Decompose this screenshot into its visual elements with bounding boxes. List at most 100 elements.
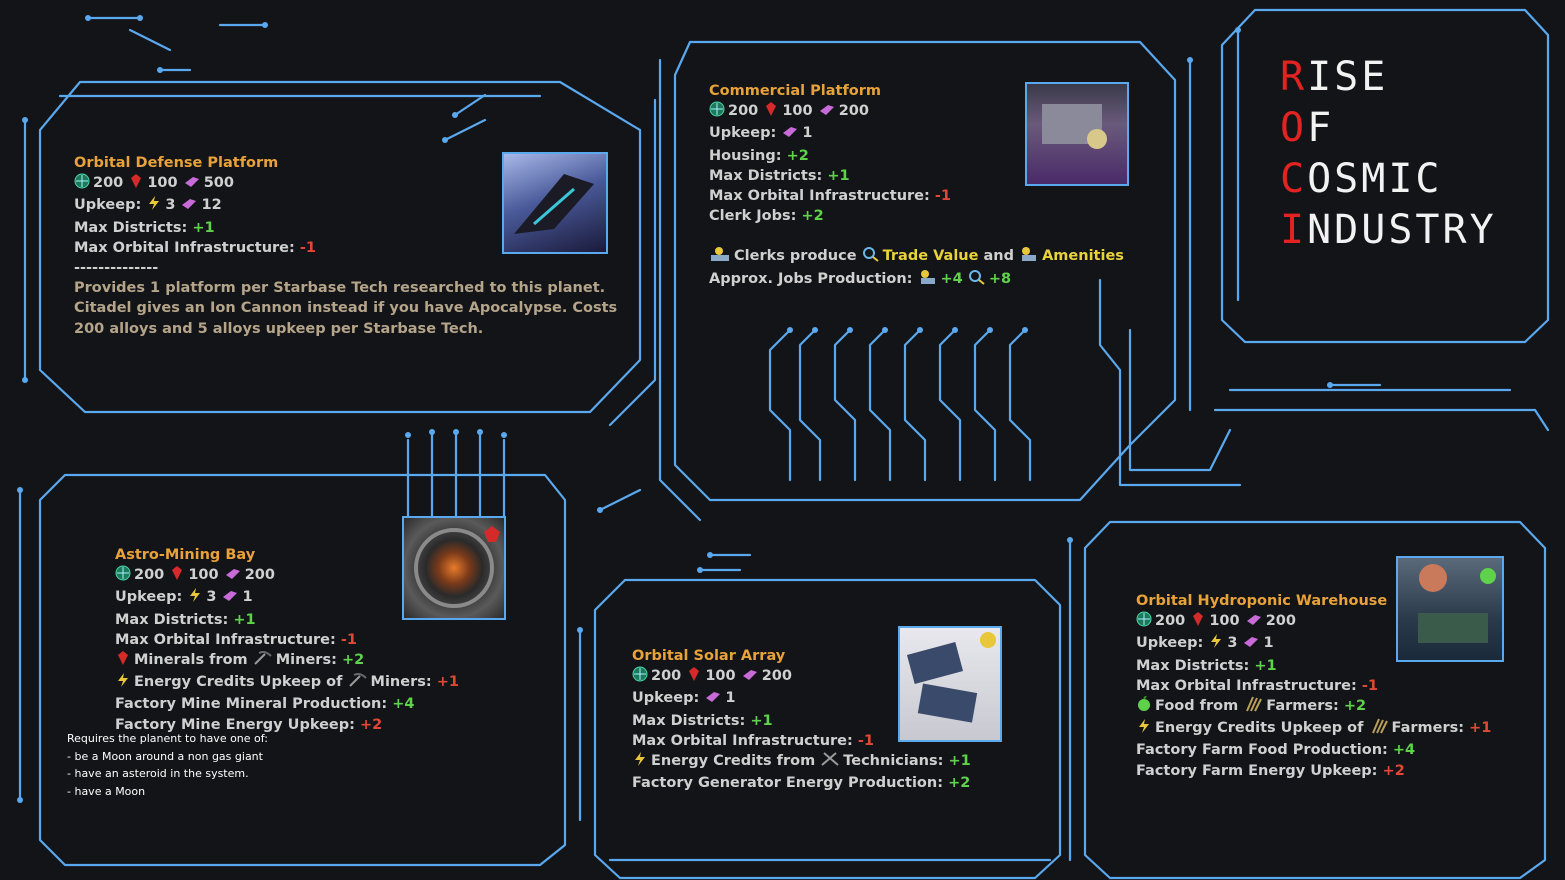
divider: --------------	[74, 260, 159, 277]
astro-mining-thumbnail	[402, 516, 506, 620]
approx-production-row: Approx. Jobs Production: +4 +8	[709, 269, 1124, 291]
commercial-platform-thumbnail	[1025, 82, 1129, 186]
trade-value-icon	[968, 269, 986, 291]
upkeep-row: Upkeep: 3 12	[74, 195, 617, 217]
alloy-bar-icon	[180, 197, 198, 217]
cost-row: 200 100 500	[74, 173, 617, 195]
amenities-icon	[918, 269, 938, 291]
energy-credit-icon	[632, 751, 648, 773]
clerk-jobs-row: Clerk Jobs: +2	[709, 208, 824, 225]
clerks-produce-row: Clerks produce Trade Value and Amenities	[709, 246, 1124, 268]
cost-row: 200 100 200	[632, 666, 971, 688]
upkeep-row: Upkeep: 1	[632, 688, 971, 710]
cost-globe-icon	[74, 173, 90, 195]
alloy-bar-icon	[781, 125, 799, 145]
card-title: Orbital Hydroponic Warehouse	[1136, 593, 1388, 609]
amenities-icon	[1019, 246, 1039, 268]
districts-row: Max Districts: +1	[709, 167, 850, 184]
trade-value-icon	[862, 246, 880, 268]
requirements-heading: Requires the planent to have one of:	[67, 732, 268, 745]
orbital-solar-card: Orbital Solar Array 200 100 200 Upkeep: …	[632, 646, 971, 793]
cost-row: 200 100 200	[115, 565, 459, 587]
infrastructure-row: Max Orbital Infrastructure: -1	[115, 631, 357, 648]
logo-title: RISE OF COSMIC INDUSTRY	[1280, 52, 1497, 256]
energy-credit-icon	[1136, 718, 1152, 740]
energy-credit-icon	[187, 587, 203, 609]
energy-credit-icon	[115, 672, 131, 694]
logo-line-cosmic: COSMIC	[1280, 156, 1443, 202]
energy-upkeep-miners-row: Energy Credits Upkeep of Miners: +1	[115, 672, 459, 694]
astro-mining-card: Astro-Mining Bay 200 100 200 Upkeep: 3 1…	[115, 545, 459, 735]
factory-generator-row: Factory Generator Energy Production: +2	[632, 775, 971, 792]
alloy-bar-icon	[221, 589, 239, 609]
logo-line-industry: INDUSTRY	[1280, 207, 1497, 253]
description-line: Citadel gives an Ion Cannon instead if y…	[74, 300, 618, 317]
energy-upkeep-farmers-row: Energy Credits Upkeep of Farmers: +1	[1136, 718, 1491, 740]
card-title: Orbital Solar Array	[632, 648, 786, 664]
cost-globe-icon	[1136, 611, 1152, 633]
orbital-defense-thumbnail	[502, 152, 608, 254]
alloy-bar-icon	[704, 690, 722, 710]
energy-credit-icon	[146, 195, 162, 217]
cost-globe-icon	[709, 101, 725, 123]
description-line: Provides 1 platform per Starbase Tech re…	[74, 280, 606, 297]
mineral-gem-icon	[686, 666, 702, 688]
cost-globe-icon	[115, 565, 131, 587]
mineral-gem-icon	[169, 565, 185, 587]
energy-credit-icon	[1208, 633, 1224, 655]
minerals-from-miners-row: Minerals from Miners: +2	[115, 650, 459, 672]
technician-tools-icon	[820, 751, 840, 773]
orbital-solar-thumbnail	[898, 626, 1002, 742]
cost-globe-icon	[632, 666, 648, 688]
farmer-wheat-icon	[1369, 718, 1389, 740]
alloy-bar-icon	[1242, 635, 1260, 655]
factory-mine-production-row: Factory Mine Mineral Production: +4	[115, 696, 415, 713]
cost-row: 200 100 200	[1136, 611, 1491, 633]
requirement-item: - have an asteroid in the system.	[67, 767, 249, 780]
spacer	[709, 226, 1124, 246]
factory-farm-upkeep-row: Factory Farm Energy Upkeep: +2	[1136, 762, 1405, 779]
requirement-item: - have a Moon	[67, 784, 146, 798]
mineral-gem-icon	[1190, 611, 1206, 633]
districts-row: Max Districts: +1	[115, 611, 256, 628]
mineral-gem-icon	[115, 650, 131, 672]
infrastructure-row: Max Orbital Infrastructure: -1	[709, 188, 951, 205]
districts-row: Max Districts: +1	[74, 219, 215, 236]
requirement-item: - be a Moon around a non gas giant	[67, 749, 263, 763]
mineral-gem-icon	[763, 101, 779, 123]
food-from-farmers-row: Food from Farmers: +2	[1136, 695, 1491, 718]
infrastructure-row: Max Orbital Infrastructure: -1	[74, 239, 316, 256]
upkeep-row: Upkeep: 3 1	[1136, 633, 1491, 655]
orbital-defense-card: Orbital Defense Platform 200 100 500 Upk…	[74, 153, 617, 339]
districts-row: Max Districts: +1	[1136, 657, 1277, 674]
miner-pickaxe-icon	[348, 672, 368, 694]
factory-mine-upkeep-row: Factory Mine Energy Upkeep: +2	[115, 716, 383, 733]
farmer-wheat-icon	[1243, 696, 1263, 718]
requirements-note: Requires the planent to have one of: - b…	[67, 730, 268, 800]
commercial-platform-card: Commercial Platform 200 100 200 Upkeep: …	[709, 81, 1124, 291]
description-line: 200 alloys and 5 alloys upkeep per Starb…	[74, 320, 484, 337]
infrastructure-row: Max Orbital Infrastructure: -1	[632, 732, 874, 749]
energy-from-technicians-row: Energy Credits from Technicians: +1	[632, 751, 971, 773]
logo-line-rise: RISE	[1280, 54, 1389, 100]
upkeep-row: Upkeep: 1	[709, 123, 1124, 145]
alloy-bar-icon	[224, 567, 242, 587]
upkeep-row: Upkeep: 3 1	[115, 587, 459, 609]
card-title: Astro-Mining Bay	[115, 547, 256, 563]
alloy-bar-icon	[183, 175, 201, 195]
card-title: Commercial Platform	[709, 83, 882, 99]
food-apple-icon	[1136, 695, 1152, 718]
housing-row: Housing: +2	[709, 147, 809, 164]
factory-farm-production-row: Factory Farm Food Production: +4	[1136, 742, 1416, 759]
mineral-gem-icon	[128, 173, 144, 195]
clerk-desk-icon	[709, 246, 731, 268]
alloy-bar-icon	[1245, 613, 1263, 633]
cost-row: 200 100 200	[709, 101, 1124, 123]
infrastructure-row: Max Orbital Infrastructure: -1	[1136, 677, 1378, 694]
alloy-bar-icon	[818, 103, 836, 123]
miner-pickaxe-icon	[253, 650, 273, 672]
districts-row: Max Districts: +1	[632, 712, 773, 729]
logo-line-of: OF	[1280, 105, 1335, 151]
card-title: Orbital Defense Platform	[74, 155, 279, 171]
